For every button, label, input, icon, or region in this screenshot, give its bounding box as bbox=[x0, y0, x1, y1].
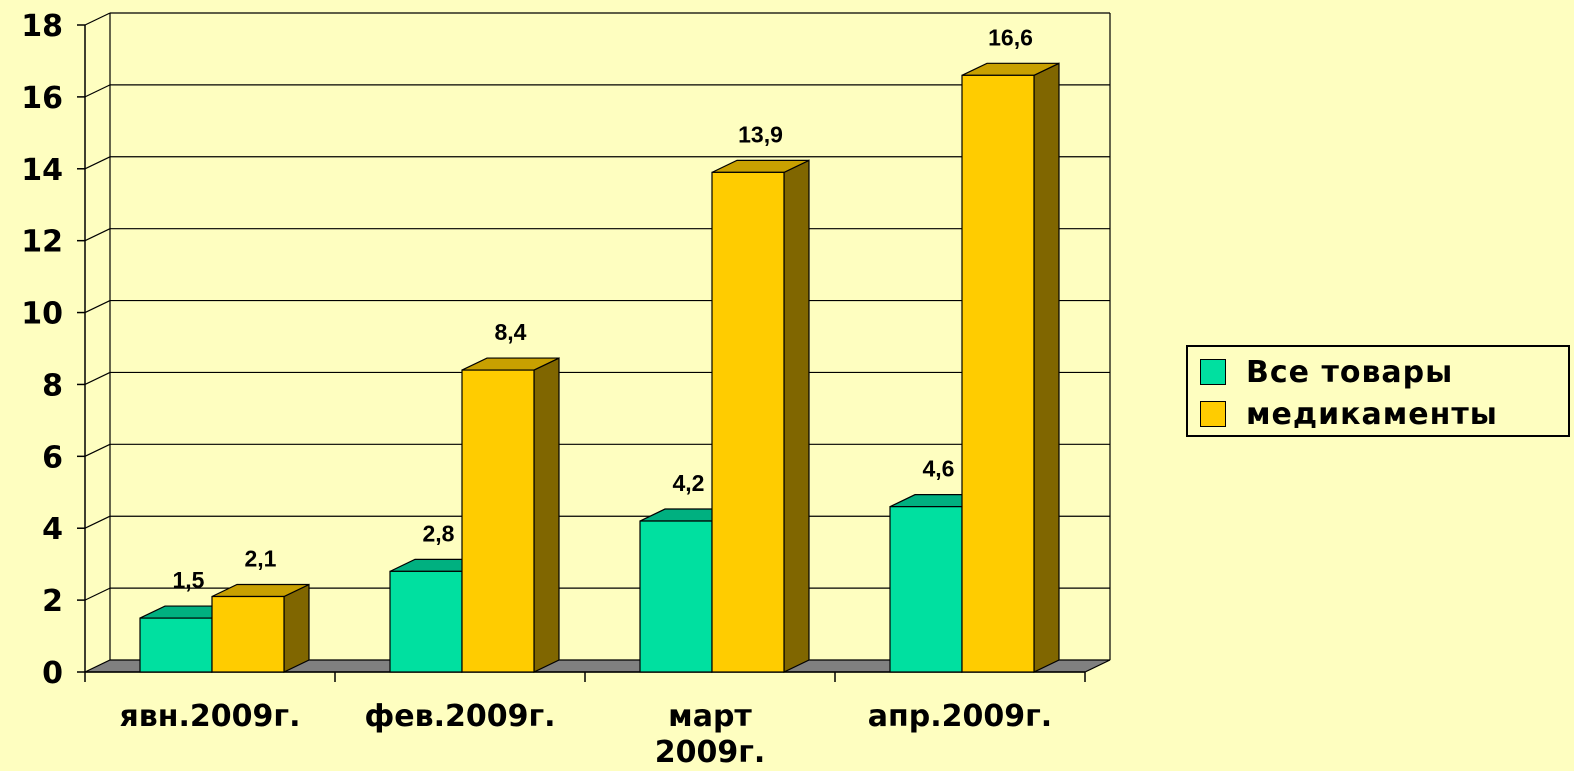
y-tick-label-12: 12 bbox=[21, 225, 63, 260]
legend: Все товары медикаменты bbox=[1186, 345, 1570, 437]
data-label: 13,9 bbox=[738, 121, 783, 147]
bar-side bbox=[283, 583, 310, 673]
y-tick-label-16: 16 bbox=[21, 81, 63, 116]
legend-swatch-all-goods bbox=[1200, 359, 1226, 385]
data-labels-layer: 1,5 2,1 2,8 8,4 4,2 13,9 4,6 16,6 bbox=[173, 24, 1033, 593]
bar-side bbox=[533, 357, 560, 673]
gridline-diag-14 bbox=[84, 156, 111, 170]
gridline-diag-4 bbox=[84, 515, 111, 529]
gridline-diag-2 bbox=[84, 587, 111, 601]
data-label: 16,6 bbox=[988, 24, 1033, 50]
bar bbox=[961, 74, 1035, 673]
legend-label-medicines: медикаменты bbox=[1246, 396, 1498, 432]
gridline-diag-12 bbox=[84, 228, 111, 242]
y-tick-label-8: 8 bbox=[42, 368, 63, 403]
data-label: 4,2 bbox=[673, 470, 705, 496]
bar bbox=[461, 369, 535, 673]
gridline-diag-8 bbox=[84, 371, 111, 385]
gridline-diag-10 bbox=[84, 300, 111, 314]
gridline-diag-18 bbox=[84, 12, 111, 26]
x-category-label: явн.2009г. bbox=[120, 699, 301, 734]
legend-label-all-goods: Все товары bbox=[1246, 354, 1454, 390]
y-tick-label-2: 2 bbox=[42, 584, 63, 619]
x-category-label: фев.2009г. bbox=[364, 699, 555, 734]
legend-item-all-goods: Все товары bbox=[1200, 352, 1453, 392]
x-category-label: март 2009г. bbox=[655, 699, 766, 770]
bar-side bbox=[1033, 62, 1060, 673]
bar bbox=[389, 570, 463, 673]
bar bbox=[639, 520, 713, 673]
legend-item-medicines: медикаменты bbox=[1200, 394, 1498, 434]
data-label: 2,8 bbox=[423, 520, 455, 546]
data-label: 8,4 bbox=[495, 319, 527, 345]
axis-layer: 0 2 4 6 8 10 12 14 16 18 явн.2009г. фев.2009г. март 2… bbox=[21, 9, 1086, 770]
y-tick-label-18: 18 bbox=[21, 9, 63, 44]
y-tick-label-10: 10 bbox=[21, 297, 63, 332]
bar-side bbox=[783, 159, 810, 673]
legend-swatch-medicines bbox=[1200, 401, 1226, 427]
bar bbox=[889, 506, 963, 673]
y-tick-label-14: 14 bbox=[21, 153, 63, 188]
y-tick-label-6: 6 bbox=[42, 440, 63, 475]
bar bbox=[711, 171, 785, 673]
bars-layer bbox=[139, 62, 1060, 673]
y-tick-label-0: 0 bbox=[42, 656, 63, 691]
bar bbox=[139, 617, 213, 673]
x-category-label: апр.2009г. bbox=[868, 699, 1052, 734]
bar bbox=[211, 595, 285, 673]
gridline-diag-16 bbox=[84, 84, 111, 98]
y-tick-label-4: 4 bbox=[42, 512, 63, 547]
data-label: 1,5 bbox=[173, 567, 205, 593]
data-label: 2,1 bbox=[245, 546, 277, 572]
grid-layer bbox=[84, 12, 1111, 660]
gridline-diag-6 bbox=[84, 443, 111, 457]
data-label: 4,6 bbox=[923, 456, 955, 482]
